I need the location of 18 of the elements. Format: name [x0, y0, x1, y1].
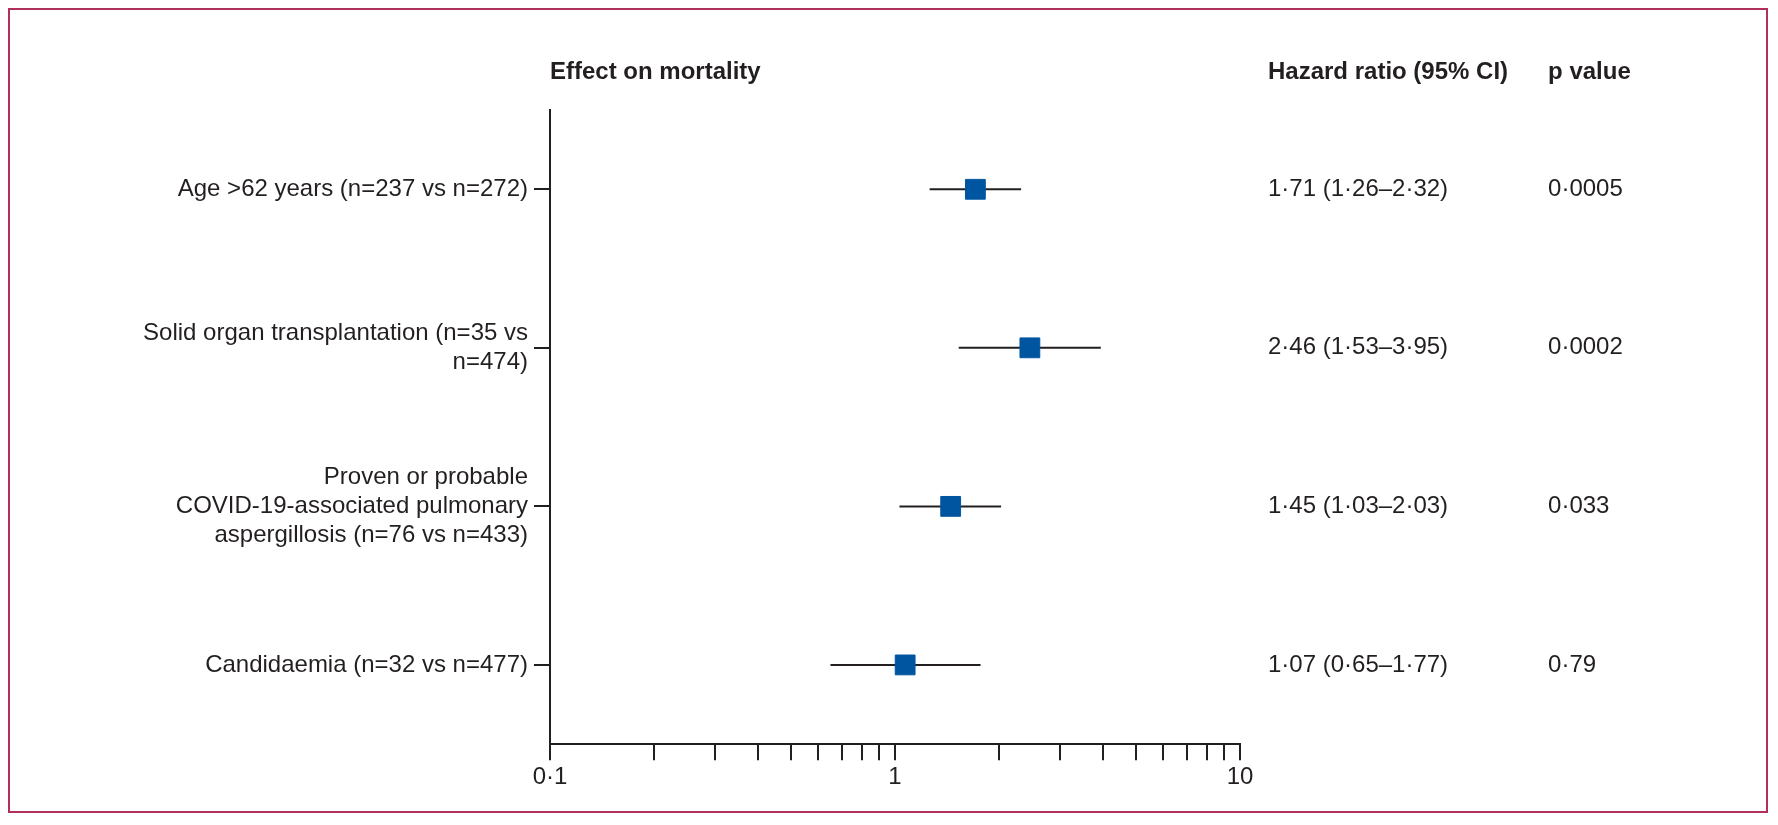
y-tick-label: Solid organ transplantation (n=35 vs n=474): [143, 318, 528, 374]
y-tick-label: Age >62 years (n=237 vs n=272): [177, 173, 528, 201]
y-tick-label: Proven or probable COVID-19-associated pulmonary aspergillosis (n=76 vs n=433): [175, 462, 528, 547]
text: 0·79: [1548, 649, 1597, 677]
y-tick-label: Candidaemia (n=32 vs n=477): [205, 649, 528, 677]
x-tick-label: 10: [1226, 762, 1254, 790]
text: Hazard ratio (95% CI): [1268, 56, 1509, 84]
text: 0·0002: [1548, 332, 1623, 360]
x-tick-label: 1: [888, 762, 902, 790]
x-tick-label: 0·1: [532, 762, 568, 790]
data-label: 1·71 (1·26–2·32): [1268, 173, 1449, 201]
text: p value: [1548, 56, 1631, 84]
data-label: 1·45 (1·03–2·03): [1268, 491, 1449, 518]
data-label: 2·46 (1·53–3·95): [1268, 332, 1449, 360]
chart-title: Effect on mortality: [550, 56, 762, 84]
text: 0·033: [1548, 491, 1610, 518]
data-label: 1·07 (0·65–1·77): [1268, 649, 1449, 677]
text: 0·0005: [1548, 173, 1623, 201]
